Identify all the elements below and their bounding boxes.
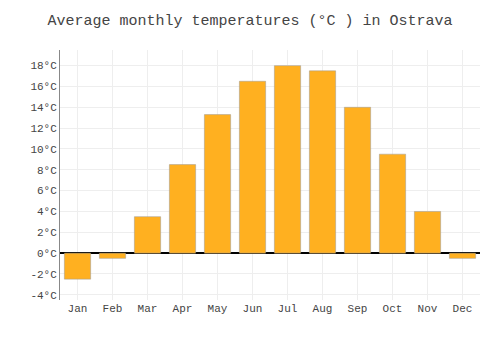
svg-text:Mar: Mar (138, 303, 158, 315)
svg-text:Jun: Jun (243, 303, 263, 315)
svg-text:8°C: 8°C (37, 165, 57, 177)
svg-text:Average monthly temperatures (: Average monthly temperatures (°C ) in Os… (47, 13, 452, 30)
svg-text:Dec: Dec (453, 303, 473, 315)
svg-text:Sep: Sep (348, 303, 368, 315)
svg-text:18°C: 18°C (30, 60, 57, 72)
svg-text:-4°C: -4°C (30, 290, 57, 302)
svg-text:4°C: 4°C (37, 206, 57, 218)
svg-text:12°C: 12°C (30, 123, 57, 135)
svg-text:Oct: Oct (383, 303, 403, 315)
svg-text:14°C: 14°C (30, 102, 57, 114)
svg-text:6°C: 6°C (37, 185, 57, 197)
svg-text:Apr: Apr (173, 303, 193, 315)
svg-text:Nov: Nov (418, 303, 438, 315)
svg-text:2°C: 2°C (37, 227, 57, 239)
svg-text:Jul: Jul (278, 303, 298, 315)
svg-text:-2°C: -2°C (30, 269, 57, 281)
svg-text:Jan: Jan (68, 303, 88, 315)
svg-text:May: May (208, 303, 228, 315)
svg-text:Feb: Feb (103, 303, 123, 315)
svg-text:Aug: Aug (313, 303, 333, 315)
svg-text:16°C: 16°C (30, 81, 57, 93)
svg-text:0°C: 0°C (37, 248, 57, 260)
svg-text:10°C: 10°C (30, 144, 57, 156)
